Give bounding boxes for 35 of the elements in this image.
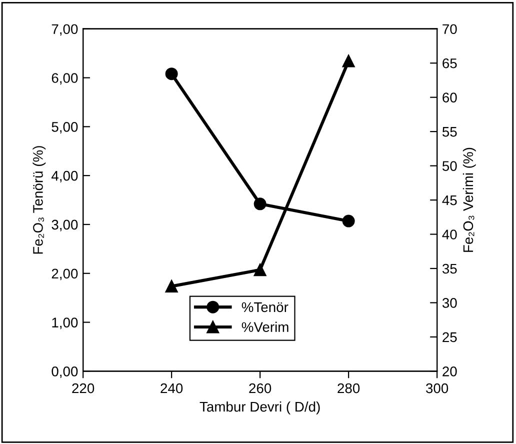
y2-tick-label: 35 [442, 264, 457, 274]
point [165, 280, 178, 293]
y-tick-label: 4,00 [52, 170, 78, 182]
point [342, 214, 355, 228]
y2-tick-label: 40 [442, 230, 457, 240]
y2-tick-label: 55 [442, 127, 457, 137]
y2-tick-label: 70 [442, 24, 457, 34]
y2-tick-label: 60 [442, 92, 457, 102]
y-axis-title: Fe₂O₃ Tenörü (%) [32, 146, 46, 254]
y-tick-label: 5,00 [52, 122, 78, 134]
x-tick-label: 260 [249, 383, 272, 394]
y2-tick-label: 45 [442, 196, 457, 206]
legend-label: %Tenör [242, 302, 288, 312]
y-tick-label: 0,00 [52, 366, 78, 378]
point [342, 54, 355, 68]
y2-tick-label: 20 [442, 366, 457, 376]
point [254, 264, 266, 276]
y-tick-label: 2,00 [52, 268, 78, 280]
y-tick-label: 3,00 [52, 220, 78, 232]
y2-tick-label: 50 [442, 161, 457, 171]
y-tick-label: 1,00 [52, 318, 78, 330]
y-tick-label: 7,00 [52, 24, 78, 36]
y2-tick-label: 30 [442, 298, 457, 308]
y-tick-label: 6,00 [52, 73, 78, 85]
legend-label: %Verim [242, 322, 288, 332]
x-axis-title: Tambur Devri ( D/d) [200, 401, 320, 414]
y2-tick-label: 25 [442, 332, 457, 342]
point [254, 198, 266, 210]
x-tick-label: 300 [426, 383, 448, 394]
point [165, 68, 178, 80]
y2-tick-label: 65 [442, 58, 457, 68]
y2-axis-title: Fe₂O₃ Verimi (%) [462, 148, 476, 252]
x-tick-label: 220 [72, 383, 94, 394]
x-tick-label: 280 [338, 383, 360, 394]
x-tick-label: 240 [160, 383, 183, 394]
